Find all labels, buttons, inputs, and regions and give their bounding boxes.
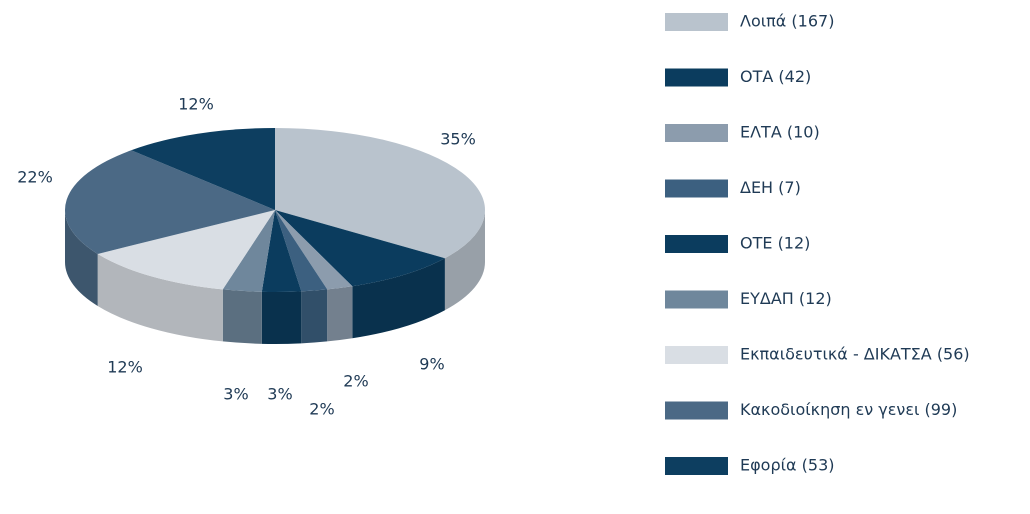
slice <box>65 150 275 254</box>
legend-label: Εκπαιδευτικά - ΔΙΚΑΤΣΑ (56) <box>740 345 970 364</box>
value-label: 3% <box>223 385 248 404</box>
value-label: 35% <box>440 130 476 149</box>
legend-swatch <box>665 457 728 475</box>
slice <box>131 128 275 210</box>
value-label: 9% <box>419 355 444 374</box>
value-label: 3% <box>267 385 292 404</box>
slice-side <box>222 289 262 344</box>
legend-swatch <box>665 346 728 364</box>
legend-swatch <box>665 13 728 31</box>
slice-side <box>97 253 223 342</box>
slice-side <box>301 289 328 344</box>
legend-swatch <box>665 124 728 142</box>
legend-label: ΕΥΔΑΠ (12) <box>740 289 832 308</box>
slice-side <box>352 258 445 339</box>
slice <box>261 210 302 292</box>
legend-swatch <box>665 401 728 420</box>
slice <box>275 210 445 287</box>
slice <box>275 210 353 290</box>
legend-label: ΕΛΤΑ (10) <box>740 123 820 142</box>
legend-swatch <box>665 179 728 198</box>
slice-side <box>261 291 302 344</box>
legend-swatch <box>665 290 728 309</box>
value-label: 12% <box>107 358 143 377</box>
legend-label: Εφορία (53) <box>740 456 835 475</box>
legend-label: Κακοδιοίκηση εν γενει (99) <box>740 400 957 419</box>
legend-label: Λοιπά (167) <box>740 12 834 31</box>
value-label: 2% <box>343 372 368 391</box>
legend-label: ΟΤΑ (42) <box>740 67 811 86</box>
slice-side <box>327 286 353 342</box>
value-label: 22% <box>17 168 53 187</box>
value-label: 12% <box>178 95 214 114</box>
slice <box>275 128 485 259</box>
legend-swatch <box>665 235 728 253</box>
legend-label: ΟΤΕ (12) <box>740 234 810 253</box>
slice <box>97 210 276 290</box>
legend-swatch <box>665 68 728 87</box>
legend-label: ΔΕΗ (7) <box>740 178 801 197</box>
slice-side <box>65 210 98 306</box>
value-label: 2% <box>309 400 334 419</box>
slice <box>275 210 328 292</box>
slice-side <box>444 210 485 311</box>
slice <box>222 210 275 292</box>
